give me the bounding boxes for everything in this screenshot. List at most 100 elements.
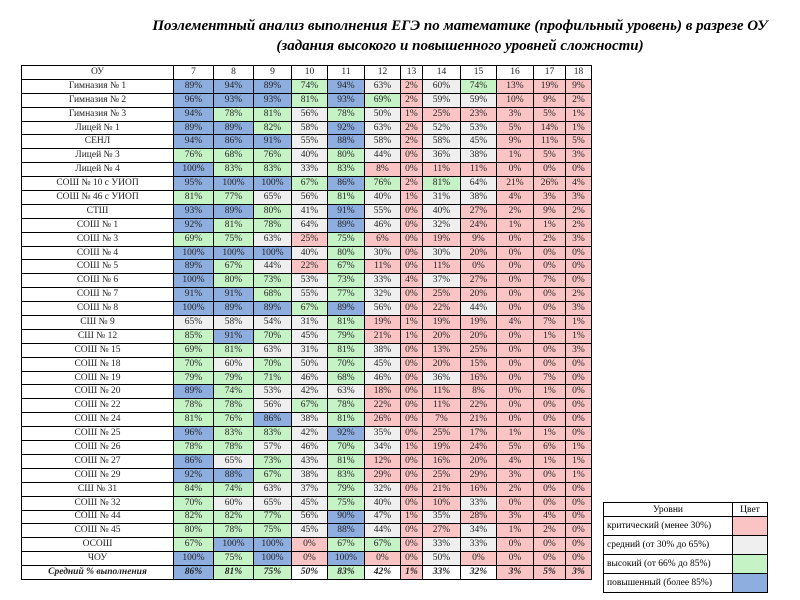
score-cell: 4% [496, 453, 534, 469]
score-cell: 45% [291, 495, 328, 511]
score-cell: 77% [327, 287, 365, 303]
score-cell: 11% [422, 384, 461, 400]
score-cell: 65% [213, 453, 254, 469]
score-cell: 19% [364, 315, 401, 330]
score-cell: 81% [327, 453, 365, 469]
score-cell: 0% [496, 231, 534, 247]
score-cell: 7% [422, 412, 461, 428]
score-cell: 4% [496, 190, 534, 205]
score-cell: 0% [496, 342, 534, 358]
school-name-cell: СОШ № 3 [21, 231, 174, 247]
score-cell: 80% [173, 523, 214, 539]
score-cell: 13% [496, 78, 534, 94]
score-cell: 83% [253, 162, 292, 178]
score-cell: 0% [400, 426, 423, 442]
score-cell: 2% [400, 78, 423, 94]
column-header-task-12: 12 [364, 65, 401, 80]
score-cell: 0% [400, 162, 423, 178]
score-cell: 100% [253, 551, 292, 567]
score-cell: 59% [460, 92, 497, 108]
score-cell: 53% [253, 384, 292, 400]
score-cell: 20% [422, 328, 461, 344]
score-cell: 8% [364, 162, 401, 178]
score-cell: 40% [291, 245, 328, 261]
score-cell: 0% [400, 384, 423, 400]
table-row: СОШ № 29 92% 88% 67% 38% 83% 29% 0% 25% 29% 3% 0% 1% [21, 467, 592, 483]
score-cell: 2% [496, 481, 534, 497]
score-cell: 0% [400, 523, 423, 539]
legend-header-row: Уровни Цвет [603, 502, 768, 517]
score-cell: 32% [364, 287, 401, 303]
table-row: СОШ № 4 100% 100% 100% 40% 80% 30% 0% 30% 20% 0% 0%… [21, 245, 592, 261]
school-name-cell: СТШ [21, 203, 174, 219]
school-name-cell: Гимназия № 2 [21, 92, 174, 108]
score-cell: 0% [533, 398, 566, 414]
average-cell: 83% [327, 565, 365, 580]
school-name-cell: СОШ № 29 [21, 467, 174, 483]
score-cell: 0% [496, 301, 534, 317]
school-name-cell: СОШ № 44 [21, 509, 174, 525]
legend-color-swatch [732, 516, 768, 536]
score-cell: 0% [533, 551, 566, 567]
score-cell: 1% [533, 384, 566, 400]
score-cell: 10% [422, 495, 461, 511]
score-cell: 11% [364, 259, 401, 275]
score-cell: 34% [364, 440, 401, 455]
score-cell: 27% [460, 273, 497, 289]
table-row: Гимназия № 3 94% 78% 81% 56% 78% 50% 1% 25% 23% 3%… [21, 106, 592, 122]
score-cell: 94% [327, 78, 365, 94]
score-cell: 6% [533, 440, 566, 455]
score-cell: 76% [213, 412, 254, 428]
legend-color-swatch [732, 554, 768, 574]
score-cell: 0% [533, 162, 566, 178]
score-cell: 0% [496, 384, 534, 400]
score-cell: 53% [460, 120, 497, 136]
score-cell: 2% [400, 92, 423, 108]
score-cell: 80% [327, 148, 365, 164]
score-cell: 0% [533, 301, 566, 317]
score-cell: 4% [400, 273, 423, 289]
score-cell: 58% [291, 120, 328, 136]
table-row: СОШ № 25 96% 83% 83% 42% 92% 35% 0% 25% 17% 1% 1% 0% [21, 426, 592, 442]
score-cell: 81% [173, 190, 214, 205]
score-cell: 89% [213, 301, 254, 317]
score-cell: 67% [253, 467, 292, 483]
score-cell: 55% [291, 287, 328, 303]
score-cell: 75% [213, 231, 254, 247]
table-row: СОШ № 18 70% 60% 70% 50% 70% 45% 0% 20% 15% 0% 0% 0% [21, 356, 592, 372]
score-cell: 47% [364, 509, 401, 525]
table-row: СОШ № 20 89% 74% 53% 42% 63% 18% 0% 11% 8% 0% 1% 0% [21, 384, 592, 400]
table-row: СШ № 31 84% 74% 63% 37% 79% 32% 0% 21% 16% 2% 0% 0% [21, 481, 592, 497]
score-cell: 100% [173, 301, 214, 317]
score-cell: 7% [533, 273, 566, 289]
score-cell: 63% [327, 384, 365, 400]
score-cell: 83% [327, 467, 365, 483]
score-cell: 83% [213, 426, 254, 442]
score-cell: 55% [364, 203, 401, 219]
score-cell: 0% [400, 467, 423, 483]
score-cell: 25% [291, 231, 328, 247]
score-cell: 70% [173, 356, 214, 372]
score-cell: 3% [533, 190, 566, 205]
score-cell: 100% [213, 537, 254, 553]
score-cell: 67% [291, 176, 328, 192]
score-cell: 26% [533, 176, 566, 192]
score-cell: 58% [364, 134, 401, 150]
school-name-cell: СОШ № 25 [21, 426, 174, 442]
score-cell: 0% [533, 245, 566, 261]
score-cell: 0% [533, 412, 566, 428]
score-cell: 4% [533, 509, 566, 525]
score-cell: 83% [213, 162, 254, 178]
score-cell: 1% [533, 453, 566, 469]
table-row: Лицей № 4 100% 83% 83% 33% 83% 8% 0% 11% 11% 0% 0% 0… [21, 162, 592, 178]
score-cell: 78% [253, 217, 292, 233]
score-cell: 13% [422, 342, 461, 358]
score-cell: 23% [460, 106, 497, 122]
table-row: СОШ № 27 86% 65% 73% 43% 81% 12% 0% 16% 20% 4% 1% 1% [21, 453, 592, 469]
score-cell: 0% [565, 273, 592, 289]
score-cell: 68% [327, 370, 365, 386]
score-cell: 76% [253, 148, 292, 164]
score-cell: 95% [173, 176, 214, 192]
table-row: СОШ № 46 с УИОП 81% 77% 65% 56% 81% 40% 1% 31% 38… [21, 190, 592, 205]
score-cell: 60% [422, 78, 461, 94]
